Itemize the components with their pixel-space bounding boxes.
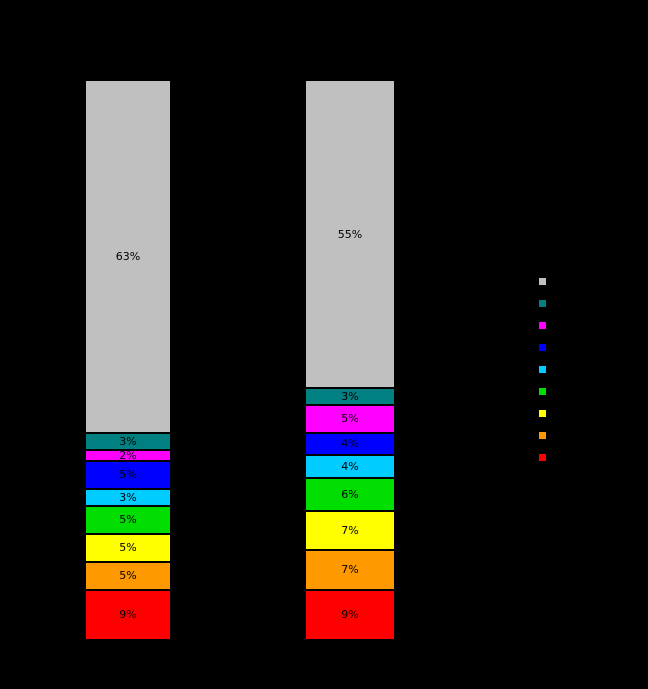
bar-segment-teal: 3% [305,388,395,405]
segment-value-label: 3% [119,490,137,504]
bar-segment-blue: 5% [85,460,171,489]
bar-segment-green: 5% [85,505,171,534]
segment-value-label: 5% [119,569,137,583]
segment-value-label: 3% [341,389,359,403]
legend-item-blue [538,336,547,358]
legend-swatch-red [538,452,547,462]
segment-value-label: 5% [119,468,137,482]
segment-value-label: 4% [341,437,359,451]
legend-item-red [538,446,547,468]
segment-value-label: 7% [341,524,359,538]
legend-swatch-teal [538,298,547,308]
bar-segment-yellow: 7% [305,511,395,551]
segment-value-label: 5% [341,412,359,426]
bar-segment-gray: 55% [305,80,395,388]
bar-segment-green: 6% [305,477,395,512]
legend-swatch-gray [538,276,547,286]
segment-value-label: 7% [341,563,359,577]
segment-value-label: 55% [337,227,363,241]
bar-segment-orange: 5% [85,561,171,590]
bar-segment-gray: 63% [85,80,171,433]
bar-segment-blue: 4% [305,432,395,456]
legend-swatch-blue [538,342,547,352]
legend-item-orange [538,424,547,446]
segment-value-label: 3% [119,434,137,448]
legend-item-magenta [538,314,547,336]
bar-segment-cyan: 4% [305,455,395,478]
bar-segment-yellow: 5% [85,533,171,562]
bar-column-1: 63% 3% 2% 5% 3% 5% 5% 5% 9% [85,80,171,640]
legend-item-yellow [538,402,547,424]
legend-swatch-yellow [538,408,547,418]
legend-item-teal [538,292,547,314]
segment-value-label: 6% [341,487,359,501]
segment-value-label: 63% [115,249,141,263]
legend-swatch-green [538,386,547,396]
bar-segment-magenta: 5% [305,404,395,433]
legend-swatch-orange [538,430,547,440]
chart-legend [538,270,547,468]
bar-segment-magenta: 2% [85,448,171,462]
legend-swatch-cyan [538,364,547,374]
legend-item-gray [538,270,547,292]
bar-segment-red: 9% [85,589,171,640]
bar-segment-red: 9% [305,589,395,640]
segment-value-label: 9% [341,608,359,622]
legend-item-green [538,380,547,402]
bar-column-2: 55% 3% 5% 4% 4% 6% 7% 7% 9% [305,80,395,640]
segment-value-label: 4% [341,459,359,473]
bar-segment-teal: 3% [85,432,171,450]
segment-value-label: 2% [119,448,137,462]
bar-segment-orange: 7% [305,550,395,590]
legend-swatch-magenta [538,320,547,330]
segment-value-label: 9% [119,608,137,622]
segment-value-label: 5% [119,541,137,555]
segment-value-label: 5% [119,513,137,527]
bar-segment-cyan: 3% [85,488,171,506]
legend-item-cyan [538,358,547,380]
